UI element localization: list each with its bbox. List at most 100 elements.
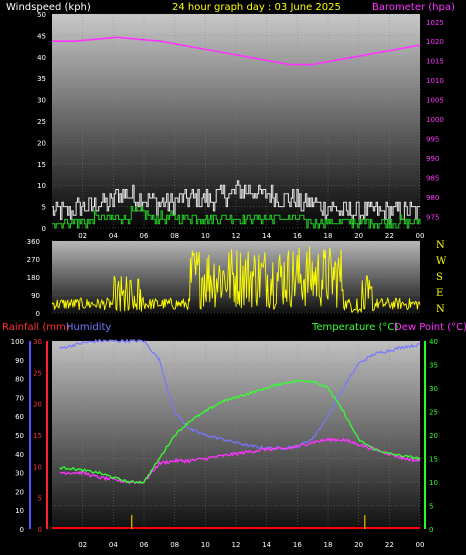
temperature-tick-label: 0 [429,526,433,534]
humidity-tick-label: 100 [11,338,24,346]
wind-hour-label: 12 [232,232,241,240]
temperature-ticks: 0 5 10 15 20 25 30 35 40 [429,338,438,534]
temperature-hour-label: 22 [385,541,394,549]
windspeed-tick-label: 10 [37,182,46,190]
rainfall-tick-label: 25 [33,369,42,377]
temperature-line [59,379,421,484]
barometer-tick-label: 1020 [426,38,444,46]
windspeed-tick-label: 45 [37,32,46,40]
temperature-hour-label: 10 [201,541,210,549]
rainfall-tick-label: 15 [33,432,42,440]
wind-hour-label: 10 [201,232,210,240]
humidity-tick-label: 70 [15,394,24,402]
rainfall-tick-label: 30 [33,338,42,346]
temperature-tick-label: 5 [429,503,433,511]
wind-average-line [52,206,421,229]
barometer-tick-label: 995 [426,136,439,144]
temperature-hour-label: 18 [324,541,333,549]
barometer-series [52,36,421,66]
dewpoint-axis-title: Dew Point (°C) [394,322,466,333]
direction-tick-label: 180 [27,274,40,282]
wind-hour-label: 22 [385,232,394,240]
barometer-tick-label: 990 [426,155,439,163]
temperature-tick-label: 35 [429,362,438,370]
direction-tick-label: 0 [36,310,40,318]
temperature-hour-label: 00 [416,541,425,549]
direction-panel-grid [52,240,420,314]
barometer-axis-title: Barometer (hpa) [372,2,455,13]
barometer-tick-label: 1025 [426,19,444,27]
barometer-tick-label: 980 [426,194,439,202]
humidity-tick-label: 30 [15,470,24,478]
direction-label-w: W [436,256,447,267]
wind-hour-ticks: 02 04 06 08 10 12 14 16 18 20 22 00 [78,232,424,240]
direction-label-n-bottom: N [436,304,445,315]
windspeed-ticks: 0 5 10 15 20 25 30 35 40 45 50 [37,11,46,233]
temperature-hour-label: 12 [232,541,241,549]
direction-tick-label: 90 [31,292,40,300]
temperature-hour-label: 20 [354,541,363,549]
windspeed-tick-label: 5 [42,204,46,212]
barometer-tick-label: 975 [426,213,439,221]
temperature-hour-label: 16 [293,541,302,549]
temperature-panel-series [52,338,421,529]
wind-gust-line [52,180,420,225]
direction-label-n-top: N [436,240,445,251]
direction-degree-ticks: 0 90 180 270 360 [27,238,40,318]
windspeed-tick-label: 40 [37,54,46,62]
humidity-tick-label: 90 [15,357,24,365]
humidity-tick-label: 50 [15,432,24,440]
rainfall-tick-label: 0 [38,526,42,534]
barometer-line [52,36,421,66]
humidity-line [59,338,421,451]
humidity-tick-label: 40 [15,451,24,459]
wind-average-series [52,206,421,229]
direction-tick-label: 270 [27,256,40,264]
temperature-tick-label: 15 [429,456,438,464]
barometer-tick-label: 1015 [426,58,444,66]
direction-label-e: E [436,288,443,299]
wind-hour-label: 04 [109,232,118,240]
humidity-tick-label: 80 [15,376,24,384]
temperature-panel-grid [52,340,421,530]
humidity-axis-title: Humidity [66,322,111,333]
barometer-tick-label: 1010 [426,77,444,85]
barometer-ticks: 975 980 985 990 995 1000 1005 1010 1015 1020 1025 [426,19,444,222]
windspeed-tick-label: 20 [37,139,46,147]
humidity-tick-label: 20 [15,488,24,496]
windspeed-tick-label: 15 [37,161,46,169]
barometer-tick-label: 985 [426,174,439,182]
temperature-tick-label: 25 [429,409,438,417]
temperature-hour-ticks: 02 04 06 08 10 12 14 16 18 20 22 00 [78,541,424,549]
temperature-tick-label: 30 [429,385,438,393]
windspeed-tick-label: 50 [37,11,46,19]
graph-title: 24 hour graph day : 03 June 2025 [172,2,341,13]
rainfall-tick-label: 10 [33,463,42,471]
humidity-tick-label: 0 [20,526,24,534]
rainfall-tick-label: 20 [33,401,42,409]
windspeed-tick-label: 0 [42,225,46,233]
temperature-tick-label: 10 [429,479,438,487]
barometer-tick-label: 1005 [426,97,444,105]
temperature-hour-label: 04 [109,541,118,549]
windspeed-tick-label: 35 [37,75,46,83]
wind-hour-label: 20 [354,232,363,240]
humidity-ticks: 0 10 20 30 40 50 60 70 80 90 100 [11,338,24,534]
temperature-axis-title: Temperature (°C) [311,322,398,333]
rainfall-axis-title: Rainfall (mm) [2,322,70,333]
windspeed-axis-title: Windspeed (kph) [6,2,91,13]
temperature-tick-label: 20 [429,432,438,440]
humidity-tick-label: 60 [15,413,24,421]
rainfall-ticks: 0 5 10 15 20 25 30 [33,338,42,534]
direction-label-s: S [436,272,443,283]
rainfall-tick-label: 5 [38,495,42,503]
wind-hour-label: 00 [416,232,425,240]
wind-direction-series [51,246,421,314]
wind-gust-series [52,180,420,225]
wind-direction-line [51,246,421,314]
wind-hour-label: 18 [324,232,333,240]
barometer-tick-label: 1000 [426,116,444,124]
wind-hour-label: 16 [293,232,302,240]
